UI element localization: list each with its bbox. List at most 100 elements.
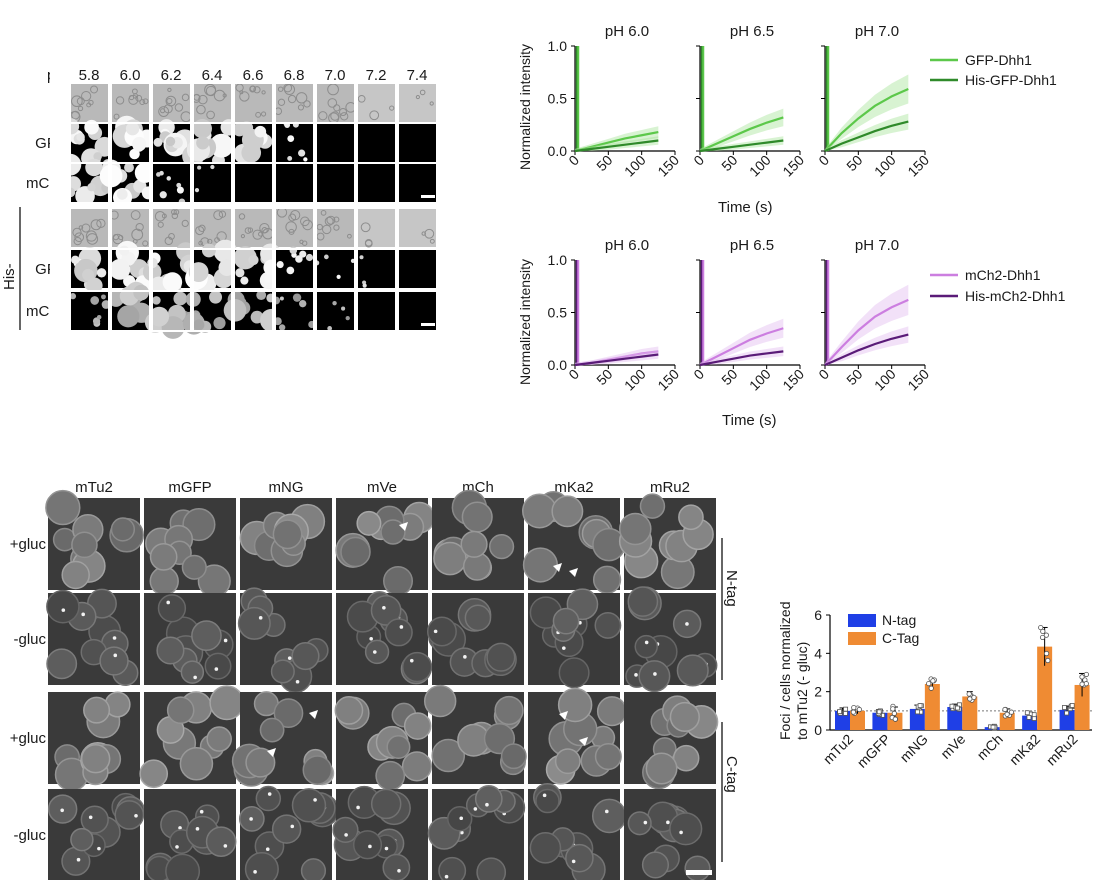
ph-tile <box>275 246 314 288</box>
micro-tile <box>332 785 428 880</box>
frap-panel: pH 6.0 0.0 0.5 1.0 0 50 100 150 <box>548 23 683 180</box>
data-point <box>1083 671 1089 678</box>
micro-tile <box>528 783 627 880</box>
arrow-marker <box>399 522 408 531</box>
ph-tile <box>357 84 395 122</box>
ph-tile <box>316 292 354 331</box>
x-tick-label: 100 <box>746 366 774 394</box>
series-line <box>824 88 909 152</box>
micro-tile <box>336 591 433 685</box>
ph-tile <box>275 164 313 202</box>
data-point <box>917 703 923 709</box>
arrow-marker <box>579 737 588 746</box>
data-point <box>1062 705 1067 710</box>
data-point <box>1043 632 1049 638</box>
y-tick-label: 0.0 <box>548 357 568 373</box>
x-tick-label: 50 <box>718 152 740 174</box>
ph-row-gap <box>67 162 439 164</box>
frap-panel-title: pH 7.0 <box>855 23 899 40</box>
ph-tile <box>111 84 149 122</box>
frap-panel: pH 7.0 0 50 100 150 <box>815 23 932 180</box>
bar-y-tick-label: 4 <box>814 645 822 661</box>
data-point <box>949 703 955 709</box>
ph-tile <box>108 281 156 330</box>
ph-tile <box>357 292 395 330</box>
data-point <box>892 716 898 722</box>
micro-column-headers: mTu2 mGFP mNG mVe mCh mKa2 mRu2 <box>75 479 690 496</box>
x-tick-label: 0 <box>690 152 707 169</box>
data-point <box>850 709 856 715</box>
micro-tile <box>46 588 140 686</box>
ph-tile <box>234 164 272 202</box>
data-point <box>971 694 977 701</box>
micro-tile <box>427 784 526 880</box>
data-point <box>851 705 857 711</box>
bar <box>1074 684 1090 730</box>
micro-tile <box>624 692 719 790</box>
data-point <box>1045 657 1051 664</box>
bar-category-label: mKa2 <box>1006 731 1043 768</box>
series-line <box>574 353 659 367</box>
series-line <box>699 116 784 153</box>
c-tag-label: C-tag <box>723 756 740 793</box>
bar-category-label: mCh <box>974 731 1006 763</box>
x-tick-label: 100 <box>746 152 774 180</box>
y-tick-label: 0.5 <box>548 305 568 321</box>
data-point <box>843 706 849 712</box>
ph-tile <box>398 209 436 247</box>
x-tick-label: 50 <box>718 366 740 388</box>
ph-tile <box>193 164 231 202</box>
ph-tile <box>272 292 316 331</box>
ph-value-label: 6.2 <box>161 67 182 84</box>
x-tick-label: 150 <box>904 366 932 394</box>
arrow-marker <box>569 568 578 577</box>
data-point <box>837 709 843 715</box>
ph-tile <box>234 83 272 122</box>
micro-tile <box>139 685 245 789</box>
data-point <box>1026 714 1032 720</box>
ph-tile <box>357 250 395 288</box>
legend-label-mch2-dhh1: mCh2-Dhh1 <box>965 267 1041 283</box>
micro-column-label: mTu2 <box>75 479 113 496</box>
x-tick-label: 100 <box>871 366 899 394</box>
ph-tile <box>275 207 313 247</box>
ph-header-row: 5.8 6.0 6.2 6.4 6.6 6.8 7.0 7.2 7.4 <box>79 67 428 84</box>
data-point <box>1031 712 1037 718</box>
ph-tile <box>191 83 231 122</box>
data-point <box>1002 706 1008 713</box>
micro-tile <box>47 789 145 880</box>
arrow-marker <box>309 710 318 719</box>
frap-panel-title: pH 6.0 <box>605 23 649 40</box>
x-tick-label: 150 <box>654 152 682 180</box>
ph-tile <box>316 124 354 162</box>
ph-tile <box>70 247 108 294</box>
ph-tile <box>314 250 356 288</box>
ph-image-tiles <box>50 0 459 340</box>
micro-tile <box>335 498 436 596</box>
x-tick-label: 150 <box>654 366 682 394</box>
micro-tile <box>624 586 718 693</box>
micro-tile <box>48 691 140 792</box>
ph-value-label: 6.6 <box>243 67 264 84</box>
frap-green-plots: Normalized intensity Time (s) pH 6.00.00… <box>517 23 1057 216</box>
x-tick-label: 150 <box>779 366 807 394</box>
bar-ylabel-line2: to mTu2 (- gluc) <box>794 642 810 740</box>
x-tick-label: 0 <box>690 366 707 383</box>
bar <box>1059 709 1075 730</box>
bar-category-label: mRu2 <box>1043 731 1081 769</box>
frap-green-ylabel: Normalized intensity <box>517 44 533 170</box>
ph-scale-bar <box>421 195 435 198</box>
micro-image-tiles <box>45 489 719 880</box>
micro-tile <box>238 785 340 880</box>
data-point <box>926 680 932 687</box>
bar <box>1037 646 1053 730</box>
frap-purple-ylabel: Normalized intensity <box>517 259 533 385</box>
series-line <box>699 350 784 367</box>
series-line <box>824 120 909 153</box>
ph-row-gap <box>67 82 439 84</box>
ph-tile <box>68 84 108 123</box>
data-point <box>856 706 862 713</box>
micro-tile <box>528 588 622 689</box>
ph-tile <box>316 164 354 202</box>
x-tick-label: 50 <box>593 152 615 174</box>
